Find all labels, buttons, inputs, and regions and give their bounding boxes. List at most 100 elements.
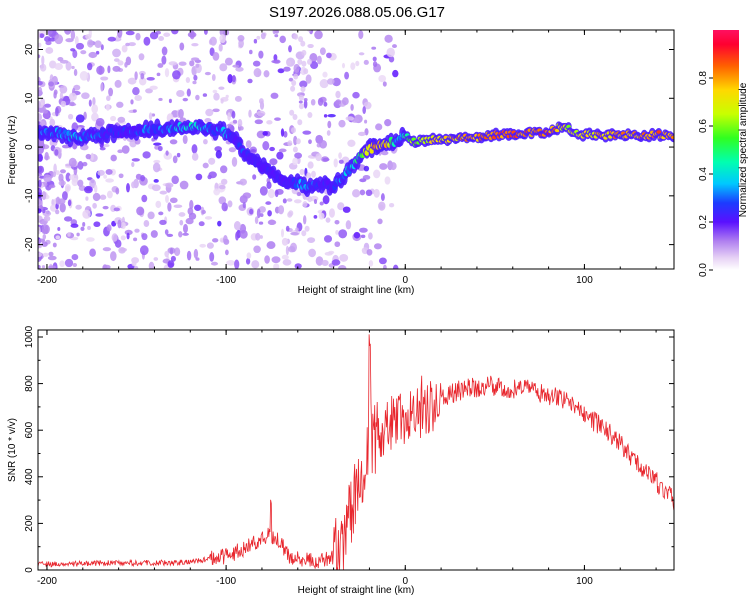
noise-blob xyxy=(41,241,48,247)
noise-blob xyxy=(82,161,88,167)
noise-blob xyxy=(203,30,208,35)
noise-blob xyxy=(73,84,81,91)
noise-blob xyxy=(59,85,68,94)
noise-blob xyxy=(80,50,87,55)
noise-blob xyxy=(338,229,348,239)
spectrogram-y-label: Frequency (Hz) xyxy=(7,116,18,185)
noise-blob xyxy=(266,181,272,190)
noise-blob xyxy=(281,237,289,246)
noise-blob xyxy=(267,210,272,217)
noise-blob xyxy=(85,33,92,40)
noise-blob xyxy=(295,227,299,232)
noise-blob xyxy=(44,36,51,43)
noise-blob xyxy=(71,65,75,70)
noise-blob xyxy=(75,204,82,210)
noise-blob xyxy=(201,209,206,215)
noise-blob xyxy=(218,184,226,190)
noise-blob xyxy=(67,232,71,237)
noise-blob xyxy=(151,184,161,192)
noise-blob xyxy=(307,161,314,169)
noise-blob xyxy=(128,42,136,47)
noise-blob xyxy=(298,36,304,43)
noise-blob xyxy=(172,155,178,164)
y-tick-label: 20 xyxy=(24,44,35,56)
noise-blob xyxy=(161,55,167,65)
noise-blob xyxy=(139,245,149,256)
noise-blob xyxy=(192,80,197,85)
noise-blob xyxy=(133,237,138,242)
noise-blob xyxy=(235,231,239,241)
noise-blob xyxy=(195,173,203,181)
noise-blob xyxy=(82,209,91,219)
noise-blob xyxy=(206,242,214,249)
noise-blob xyxy=(168,98,172,104)
noise-blob xyxy=(212,238,219,243)
noise-blob xyxy=(292,114,298,120)
noise-blob xyxy=(125,30,135,36)
snr-plot: -200 -100 0 100 0 200 400 600 800 1000 Height of… xyxy=(7,325,675,596)
noise-blob xyxy=(248,109,252,118)
noise-blob xyxy=(220,165,228,174)
noise-blob xyxy=(259,213,264,218)
noise-blob xyxy=(155,200,162,209)
noise-blob xyxy=(302,130,312,135)
noise-blob xyxy=(45,40,52,46)
noise-blob xyxy=(100,76,109,81)
noise-blob xyxy=(38,252,43,258)
noise-blob xyxy=(163,32,171,37)
noise-blob xyxy=(67,199,72,207)
noise-blob xyxy=(219,34,226,44)
noise-blob xyxy=(138,53,145,61)
noise-blob xyxy=(264,255,270,264)
noise-blob xyxy=(358,131,366,137)
noise-blob xyxy=(105,178,114,183)
noise-blob xyxy=(274,117,281,121)
noise-blob xyxy=(382,81,387,87)
noise-blob xyxy=(273,54,278,62)
noise-blob xyxy=(345,116,355,121)
noise-blob xyxy=(93,184,98,193)
noise-blob xyxy=(350,62,356,70)
noise-blob xyxy=(112,48,121,58)
noise-blob xyxy=(65,61,72,71)
noise-blob xyxy=(253,38,258,44)
noise-blob xyxy=(63,216,73,222)
noise-blob xyxy=(298,100,303,104)
noise-blob xyxy=(373,243,382,250)
noise-blob xyxy=(327,120,332,129)
noise-blob xyxy=(48,81,55,87)
noise-blob xyxy=(233,220,241,231)
colorbar-tick-label: 0.2 xyxy=(698,215,709,229)
noise-blob xyxy=(286,60,292,67)
noise-blob xyxy=(102,247,112,252)
noise-blob xyxy=(42,252,49,257)
noise-blob xyxy=(53,89,58,95)
noise-blob xyxy=(41,265,46,269)
noise-blob xyxy=(291,80,297,86)
noise-blob xyxy=(68,157,77,168)
noise-blob xyxy=(60,100,67,108)
noise-blob xyxy=(277,205,285,215)
noise-blob xyxy=(164,67,170,78)
noise-blob xyxy=(215,150,222,159)
noise-blob xyxy=(102,143,110,148)
noise-blob xyxy=(69,101,75,107)
noise-blob xyxy=(38,100,41,108)
noise-blob xyxy=(352,91,360,99)
noise-blob xyxy=(168,61,178,66)
noise-blob xyxy=(202,162,209,169)
noise-blob xyxy=(253,68,262,78)
noise-blob xyxy=(386,47,395,58)
noise-blob xyxy=(38,208,42,214)
noise-blob xyxy=(170,255,176,262)
noise-blob xyxy=(58,173,64,183)
noise-blob xyxy=(134,95,143,101)
noise-blob xyxy=(148,112,153,121)
noise-blob xyxy=(232,75,236,83)
noise-blob xyxy=(371,46,377,50)
noise-blob xyxy=(285,245,289,256)
noise-blob xyxy=(373,188,380,198)
noise-blob xyxy=(267,219,277,226)
noise-blob xyxy=(52,242,57,248)
noise-blob xyxy=(38,30,41,40)
